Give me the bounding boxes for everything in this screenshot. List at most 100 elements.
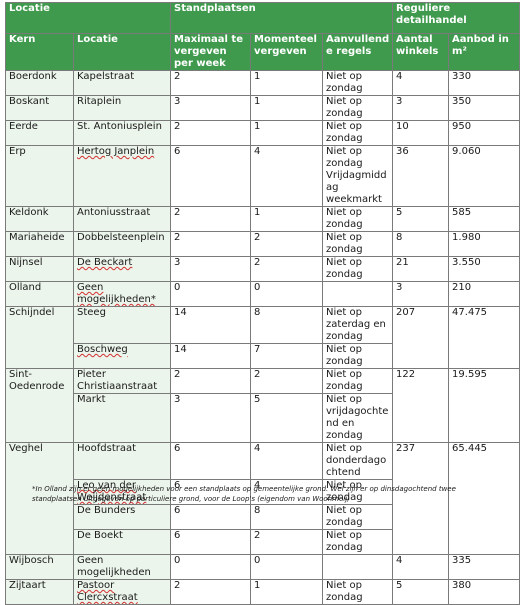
header-maximaal: Maximaal te vergeven per week (170, 33, 252, 71)
cell-aanbod: 210 (448, 281, 521, 307)
table-row: Zijtaart Pastoor Clercxstraat 2 1 Niet o… (5, 579, 521, 605)
cell-momenteel: 2 (250, 368, 324, 394)
cell-aanbod: 350 (448, 95, 521, 121)
cell-locatie: Dobbelsteenplein (72, 231, 172, 257)
cell-max: 2 (170, 579, 252, 605)
cell-max: 6 (170, 442, 252, 480)
cell-locatie: Pastoor Clercxstraat (72, 579, 172, 605)
cell-momenteel: 5 (250, 393, 324, 443)
cell-regels (322, 281, 394, 307)
cell-momenteel: 4 (250, 442, 324, 480)
cell-max: 2 (170, 70, 252, 96)
cell-regels: Niet op zondag (322, 95, 394, 121)
table-row: Keldonk Antoniusstraat 2 1 Niet op zonda… (5, 206, 521, 232)
header-aanbod: Aanbod in m² (448, 33, 521, 71)
cell-locatie: Steeg (72, 306, 172, 344)
cell-winkels: 3 (392, 281, 450, 307)
cell-regels: Niet op zondag (322, 231, 394, 257)
cell-locatie-text: Geen mogelijkheden* (77, 282, 156, 306)
cell-winkels: 10 (392, 120, 450, 146)
cell-momenteel: 1 (250, 70, 324, 96)
cell-locatie-text: Pastoor Clercxstraat (77, 580, 138, 604)
cell-aanbod: 19.595 (448, 368, 521, 443)
cell-locatie: Antoniusstraat (72, 206, 172, 232)
header-kern: Kern (5, 33, 74, 71)
footnote: *In Olland zijn er geen mogelijkheden vo… (32, 485, 456, 503)
cell-kern: Boskant (5, 95, 74, 121)
table-row: Markt 3 5 Niet op vrijdagochtend en zond… (6, 393, 520, 443)
cell-kern: Erp (5, 145, 74, 207)
table-row: Wijbosch Geen mogelijkheden 0 0 4 335 (5, 554, 521, 580)
cell-momenteel: 4 (250, 479, 324, 505)
cell-max: 2 (170, 120, 252, 146)
cell-locatie-text: Hertog Janplein (77, 146, 155, 158)
cell-kern: Nijnsel (5, 256, 74, 282)
cell-kern: Keldonk (5, 206, 74, 232)
cell-regels: Niet op zondag (322, 479, 394, 505)
table-row: Mariaheide Dobbelsteenplein 2 2 Niet op … (5, 231, 521, 257)
header-locatie-sub: Locatie (72, 33, 172, 71)
header-row-columns: Kern Locatie Maximaal te vergeven per we… (5, 33, 521, 71)
header-locatie: Locatie (4, 2, 172, 34)
cell-momenteel: 0 (250, 554, 324, 580)
cell-regels: Niet op zaterdag en zondag (322, 306, 394, 344)
cell-regels: Niet op zondag (322, 529, 394, 555)
header-aantal-winkels: Aantal winkels (392, 33, 450, 71)
table-row: Boschweg 14 7 Niet op zondag (6, 343, 520, 369)
cell-aanbod: 335 (448, 554, 521, 580)
cell-regels: Niet op zondag (322, 343, 394, 369)
cell-regels: Niet op zondag (322, 206, 394, 232)
header-momenteel: Momenteel vergeven (250, 33, 324, 71)
cell-locatie: Boschweg (72, 343, 172, 369)
cell-momenteel: 0 (250, 281, 324, 307)
cell-momenteel: 2 (250, 256, 324, 282)
cell-kern: Eerde (5, 120, 74, 146)
cell-kern: Schijndel (5, 306, 74, 369)
cell-max: 2 (170, 231, 252, 257)
cell-aanbod: 330 (448, 70, 521, 96)
cell-kern: Boerdonk (5, 70, 74, 96)
cell-regels: Niet op zondag (322, 70, 394, 96)
cell-aanbod: 3.550 (448, 256, 521, 282)
cell-momenteel: 1 (250, 206, 324, 232)
cell-momenteel: 1 (250, 95, 324, 121)
table-row: Boskant Ritaplein 3 1 Niet op zondag 3 3… (5, 95, 521, 121)
cell-winkels: 5 (392, 579, 450, 605)
cell-max: 3 (170, 256, 252, 282)
cell-regels: Niet op zondag (322, 120, 394, 146)
standplaatsen-table: Locatie Standplaatsen Reguliere detailha… (4, 2, 521, 605)
cell-max: 6 (170, 529, 252, 555)
cell-winkels: 21 (392, 256, 450, 282)
cell-aanbod: 380 (448, 579, 521, 605)
cell-max: 6 (170, 504, 252, 530)
cell-momenteel: 8 (250, 504, 324, 530)
cell-max: 0 (170, 554, 252, 580)
cell-kern: Mariaheide (5, 231, 74, 257)
cell-regels: Niet op donderdagochtend (322, 442, 394, 480)
cell-regels: Niet op zondag (322, 256, 394, 282)
cell-locatie: Hoofdstraat (72, 442, 172, 480)
cell-max: 6 (170, 145, 252, 207)
cell-max: 14 (170, 306, 252, 344)
cell-winkels: 207 (392, 306, 450, 369)
cell-max: 2 (170, 368, 252, 394)
table-row: Veghel Hoofdstraat 6 4 Niet op donderdag… (5, 442, 521, 555)
cell-regels: Niet op zondag (322, 368, 394, 394)
market-table-wrapper: Locatie Standplaatsen Reguliere detailha… (4, 2, 521, 605)
cell-locatie: Geen mogelijkheden* (72, 281, 172, 307)
table-row: Sint-Oedenrode Pieter Christiaanstraat 2… (5, 368, 521, 443)
cell-max: 3 (170, 393, 252, 443)
cell-locatie: Kapelstraat (72, 70, 172, 96)
cell-momenteel: 1 (250, 579, 324, 605)
cell-winkels: 5 (392, 206, 450, 232)
cell-aanbod: 950 (448, 120, 521, 146)
cell-max: 0 (170, 281, 252, 307)
cell-locatie: De Beckart (72, 256, 172, 282)
cell-locatie-text: Leo van der Weijdenstraat (77, 480, 147, 504)
header-aanvullende-regels: Aanvullende regels (322, 33, 394, 71)
table-row: Leo van der Weijdenstraat 6 4 Niet op zo… (6, 479, 520, 505)
cell-regels (322, 554, 394, 580)
table-row: Boerdonk Kapelstraat 2 1 Niet op zondag … (5, 70, 521, 96)
cell-locatie: Geen mogelijkheden (72, 554, 172, 580)
cell-locatie-text: Boschweg (77, 344, 128, 356)
